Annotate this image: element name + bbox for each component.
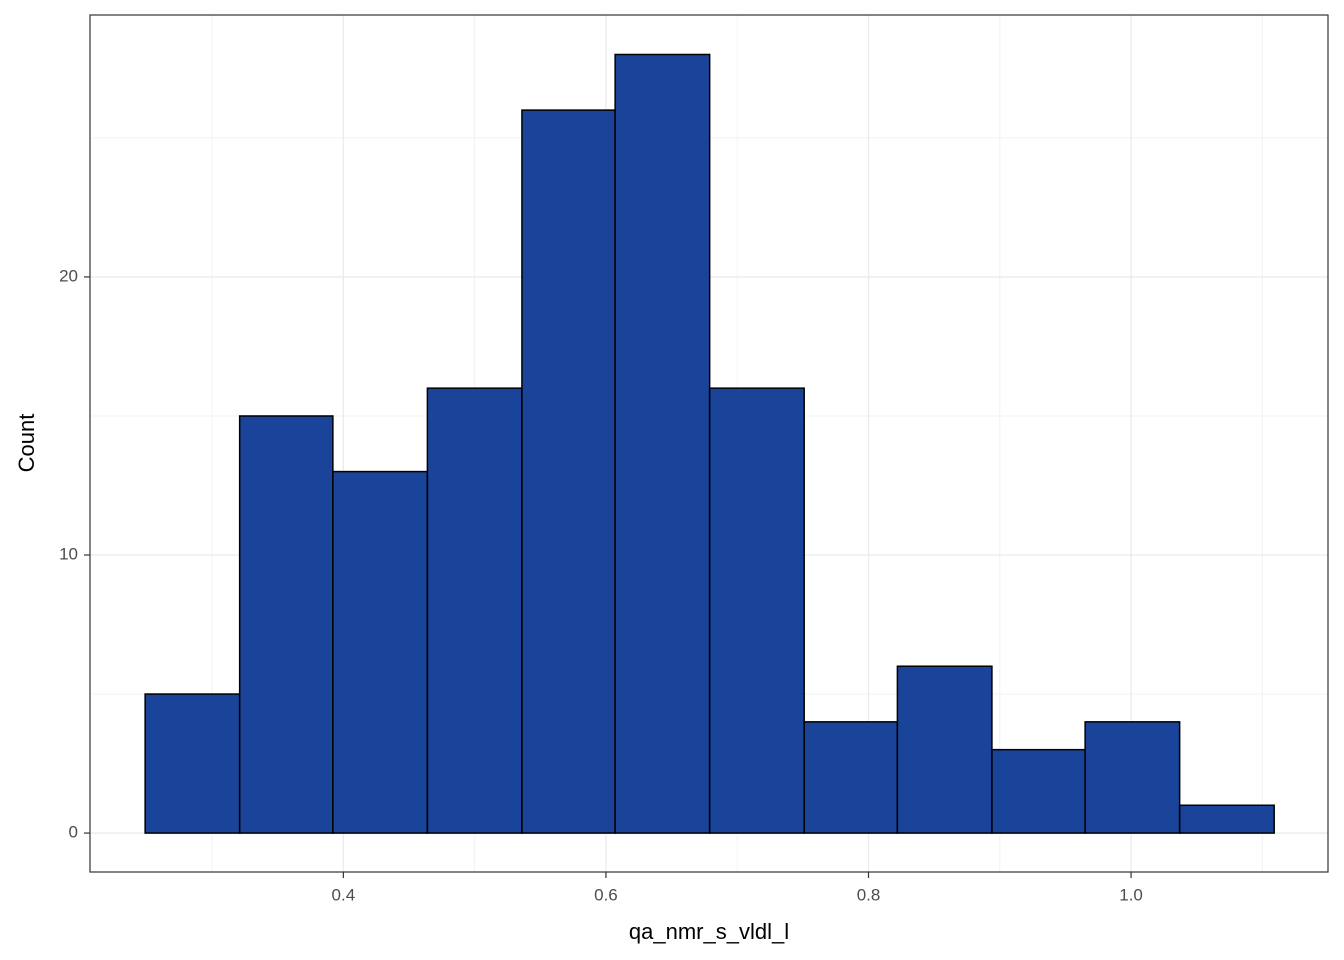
- bar: [991, 748, 1086, 834]
- x-tick-label: 0.8: [857, 885, 881, 904]
- x-tick-label: 1.0: [1119, 885, 1143, 904]
- bar: [708, 387, 805, 834]
- y-tick-label: 10: [59, 544, 78, 563]
- bar: [332, 470, 429, 834]
- panel-border: [89, 14, 1329, 873]
- bar: [1178, 804, 1275, 834]
- bar: [1084, 721, 1181, 834]
- bar: [144, 693, 241, 834]
- bar: [803, 721, 899, 834]
- bar: [896, 665, 993, 834]
- x-tick-label: 0.4: [332, 885, 356, 904]
- x-tick-label: 0.6: [594, 885, 618, 904]
- y-tick-label: 20: [59, 266, 78, 285]
- bar: [238, 415, 334, 834]
- x-axis-title: qa_nmr_s_vldl_l: [629, 919, 789, 944]
- y-tick-label: 0: [69, 823, 78, 842]
- bar: [426, 387, 523, 834]
- bar: [521, 109, 616, 834]
- bars: [144, 53, 1275, 834]
- bar: [614, 53, 711, 834]
- y-axis-title: Count: [14, 414, 39, 473]
